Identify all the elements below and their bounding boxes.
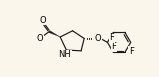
Text: NH: NH: [59, 50, 71, 59]
Text: O: O: [95, 34, 101, 43]
Text: O: O: [27, 43, 33, 51]
Text: O: O: [39, 16, 46, 24]
Text: O: O: [27, 43, 33, 51]
Text: O: O: [37, 34, 43, 43]
Text: F: F: [112, 42, 117, 51]
Polygon shape: [49, 31, 60, 37]
Text: F: F: [109, 33, 114, 42]
Text: F: F: [129, 47, 134, 56]
